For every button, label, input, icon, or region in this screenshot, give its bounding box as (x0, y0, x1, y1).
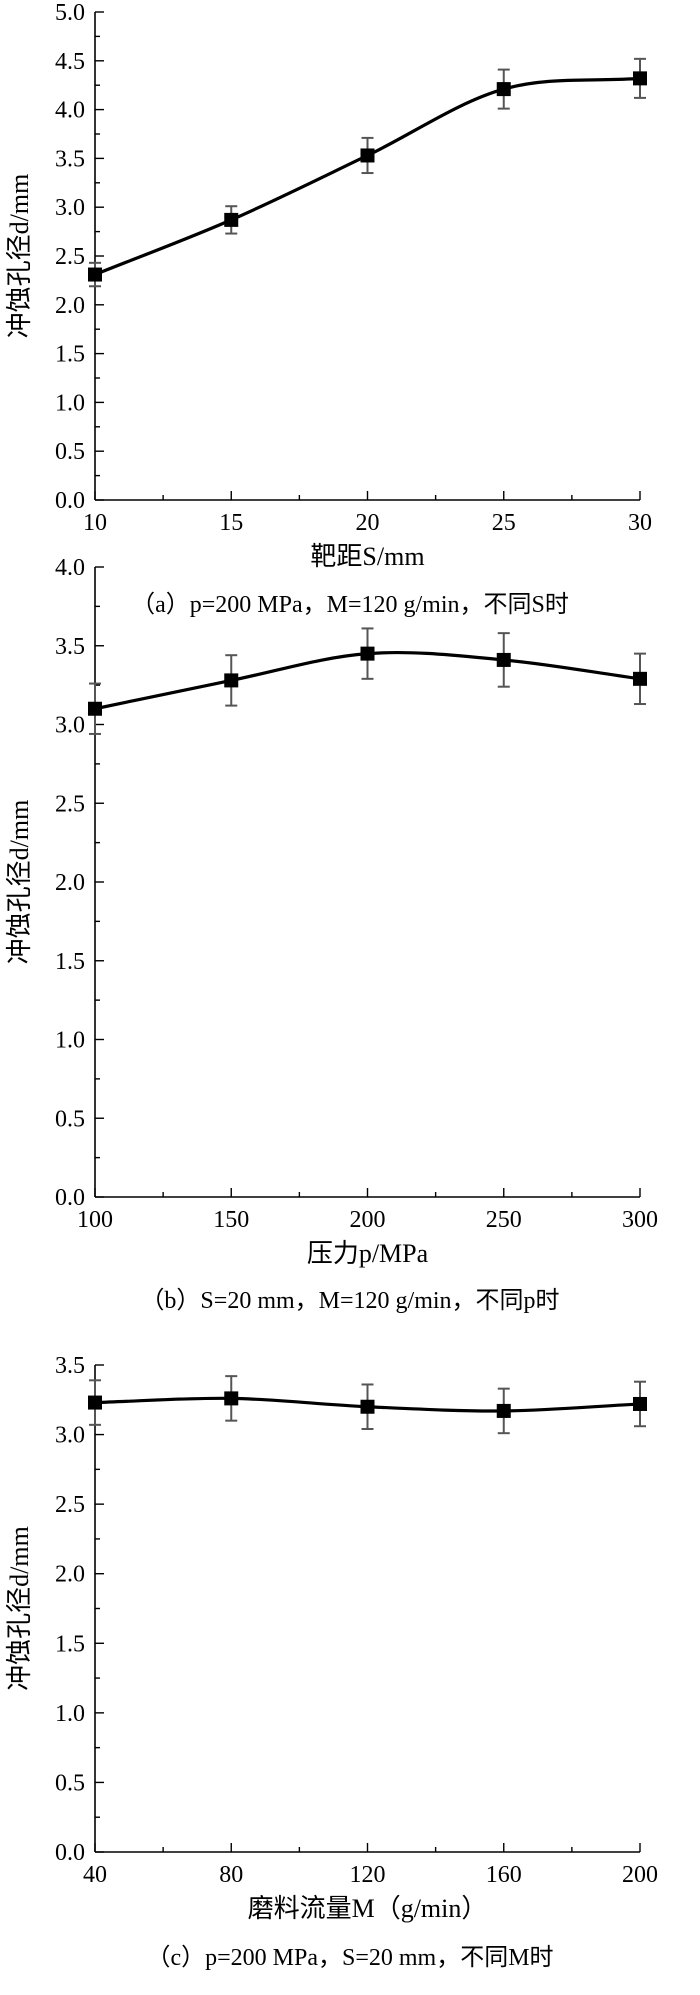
data-point-b (633, 671, 647, 686)
y-tick-label-b: 2.5 (55, 791, 85, 817)
y-tick-label-c: 2.5 (55, 1492, 85, 1518)
data-point-c (88, 1395, 102, 1410)
data-point-c (360, 1399, 375, 1414)
y-tick-label-c: 1.0 (55, 1701, 85, 1727)
y-axis-title-a: 冲蚀孔径d/mm (5, 174, 34, 339)
y-tick-label-a: 1.0 (55, 390, 85, 416)
caption-b: （b）S=20 mm，M=120 g/min，不同p时 (140, 1287, 559, 1314)
y-tick-label-a: 1.5 (55, 342, 85, 368)
data-point-a (633, 71, 647, 86)
x-tick-label-c: 160 (486, 1862, 522, 1888)
x-tick-label-a: 30 (628, 510, 652, 536)
y-tick-label-b: 0.5 (55, 1106, 85, 1132)
caption-c: （c）p=200 MPa，S=20 mm，不同M时 (146, 1944, 553, 1971)
x-tick-label-c: 80 (219, 1862, 243, 1888)
x-axis-title-a: 靶距S/mm (310, 542, 424, 571)
data-point-a (360, 148, 375, 163)
x-tick-label-b: 300 (622, 1207, 658, 1233)
caption-a: （a）p=200 MPa，M=120 g/min，不同S时 (131, 591, 569, 618)
y-tick-label-a: 0.0 (55, 488, 85, 514)
y-axis-title-b: 冲蚀孔径d/mm (5, 800, 34, 965)
chart-c: 0.0 0.5 1.0 1.5 2.0 2.5 3.0 3.5 40 80 120 160 200 磨料流… (5, 1353, 658, 1971)
y-tick-label-a: 3.5 (55, 146, 85, 172)
y-tick-label-b: 4.0 (55, 555, 85, 581)
data-point-c (633, 1396, 647, 1411)
x-tick-label-c: 200 (622, 1862, 658, 1888)
x-axis-title-c: 磨料流量M（g/min） (248, 1894, 488, 1923)
y-tick-label-a: 0.5 (55, 439, 85, 465)
y-tick-label-a: 2.5 (55, 244, 85, 270)
data-point-c (496, 1403, 511, 1418)
x-tick-label-a: 25 (492, 510, 516, 536)
data-point-b (88, 701, 102, 716)
data-point-a (224, 212, 239, 227)
x-tick-label-a: 15 (219, 510, 243, 536)
y-tick-label-c: 1.5 (55, 1631, 85, 1657)
chart-b: 0.0 0.5 1.0 1.5 2.0 2.5 3.0 3.5 4.0 100 150 200 250 3… (5, 555, 658, 1314)
y-tick-label-b: 2.0 (55, 870, 85, 896)
x-tick-label-b: 150 (213, 1207, 249, 1233)
y-tick-label-c: 3.5 (55, 1353, 85, 1379)
y-tick-label-a: 3.0 (55, 195, 85, 221)
y-axis-title-c: 冲蚀孔径d/mm (5, 1526, 34, 1691)
chart-a: 0.0 0.5 1.0 1.5 2.0 2.5 3.0 3.5 4.0 4.5 5.0 10 15 20 2… (5, 0, 652, 618)
data-point-a (496, 82, 511, 97)
y-tick-label-b: 1.5 (55, 949, 85, 975)
y-tick-label-a: 2.0 (55, 293, 85, 319)
data-point-c (224, 1391, 239, 1406)
data-point-a (88, 267, 102, 282)
y-tick-label-b: 0.0 (55, 1185, 85, 1211)
x-axis-title-b: 压力p/MPa (307, 1239, 429, 1268)
y-tick-label-c: 2.0 (55, 1562, 85, 1588)
x-tick-label-c: 120 (350, 1862, 386, 1888)
y-tick-label-c: 0.5 (55, 1770, 85, 1796)
x-tick-label-a: 20 (356, 510, 380, 536)
x-tick-label-a: 10 (83, 510, 107, 536)
data-point-b (224, 673, 239, 688)
y-tick-label-c: 0.0 (55, 1840, 85, 1866)
y-tick-label-b: 3.0 (55, 713, 85, 739)
x-tick-label-c: 40 (83, 1862, 107, 1888)
y-tick-label-a: 4.5 (55, 49, 85, 75)
x-tick-label-b: 200 (350, 1207, 386, 1233)
data-point-b (496, 652, 511, 667)
x-tick-label-b: 100 (77, 1207, 113, 1233)
y-tick-label-a: 4.0 (55, 98, 85, 124)
x-tick-label-b: 250 (486, 1207, 522, 1233)
y-tick-label-b: 3.5 (55, 634, 85, 660)
series-line-a (93, 76, 642, 277)
y-tick-label-a: 5.0 (55, 0, 85, 26)
y-tick-label-c: 3.0 (55, 1423, 85, 1449)
data-point-b (360, 646, 375, 661)
y-tick-label-b: 1.0 (55, 1028, 85, 1054)
